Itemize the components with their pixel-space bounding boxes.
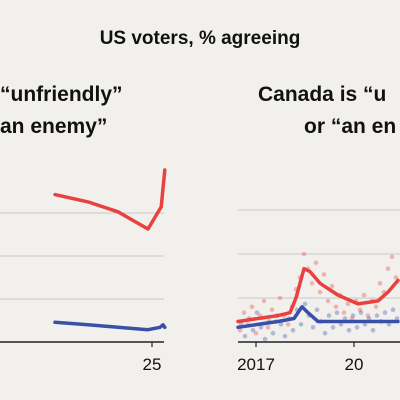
right-scatter-point-blue [254,310,260,315]
left-panel-title-line-1: “unfriendly” [0,83,123,106]
right-scatter-point-red [361,292,367,298]
right-scatter-point-blue [310,325,316,330]
left-panel: “unfriendly” an enemy” 25 [0,83,167,374]
right-scatter-point-red [309,281,315,286]
right-panel: Canada is “u or “an en 2017 20 [236,83,400,374]
right-scatter-point-blue [342,316,348,321]
right-scatter-point-red [301,251,307,257]
right-scatter-point-red [349,316,355,321]
right-scatter-point-red [329,283,335,289]
right-gridlines [238,209,400,343]
right-scatter-point-blue [270,330,276,336]
left-x-tick-25: 25 [143,355,162,374]
right-scatter-point-red [389,254,395,260]
right-scatter-point-blue [334,310,340,315]
right-scatter-point-blue [374,313,380,318]
right-scatter-point-red [269,307,275,313]
right-scatter-point-red [317,289,323,295]
right-scatter-point-red [313,260,319,266]
right-scatter-point-blue [298,322,304,327]
left-series-line-red [53,168,167,231]
right-scatter-point-blue [250,327,256,333]
right-scatter-point-blue [242,333,248,339]
right-scatter-point-blue [370,327,376,333]
right-scatter-point-red [385,266,391,271]
right-series-line-red [236,266,400,324]
left-series-line-blue [53,320,167,332]
right-scatter-point-red [261,298,267,304]
right-scatter-point-blue [390,307,396,313]
right-panel-title-line-2: or “an en [304,115,396,138]
right-series [236,266,400,330]
right-scatter-point-red [249,304,255,310]
right-scatter-point-red [345,301,351,307]
left-series [53,168,167,332]
left-gridlines [0,212,164,343]
right-scatter-point-red [237,327,243,333]
right-scatter-point-blue [290,327,296,333]
right-scatter-point-blue [262,336,268,342]
right-scatter-point-blue [394,316,400,321]
right-scatter-point-red [285,322,291,327]
right-scatter-point-blue [282,333,288,339]
right-x-tick-20: 20 [345,355,364,374]
right-scatter-point-red [377,281,383,286]
right-x-tick-2017: 2017 [237,355,275,374]
right-panel-title-line-1: Canada is “u [258,83,386,106]
right-scatter-point-red [277,295,283,301]
right-scatter-points [237,251,400,342]
right-scatter-point-red [365,313,371,318]
right-scatter-point-blue [326,313,332,318]
chart-title: US voters, % agreeing [100,28,301,49]
right-scatter-point-blue [278,322,284,327]
right-scatter-point-red [341,310,347,315]
right-scatter-point-blue [346,327,352,333]
right-scatter-point-red [241,310,247,315]
right-scatter-point-red [373,304,379,310]
right-scatter-point-red [265,325,271,330]
right-scatter-point-red [321,272,327,277]
right-scatter-point-blue [358,310,364,315]
right-scatter-point-blue [354,325,360,330]
right-series-line-blue [236,305,400,330]
right-scatter-point-red [357,307,363,313]
right-scatter-point-red [333,304,339,310]
right-scatter-point-blue [350,313,356,318]
right-scatter-point-red [325,298,331,304]
right-scatter-point-blue [382,310,388,315]
right-scatter-point-blue [366,316,372,321]
left-panel-title-line-2: an enemy” [0,115,107,138]
right-scatter-point-blue [258,325,264,330]
right-scatter-point-blue [302,301,308,307]
right-scatter-point-blue [314,307,320,313]
right-scatter-point-blue [330,325,336,330]
right-scatter-point-red [253,330,259,336]
right-scatter-point-blue [322,330,328,336]
right-scatter-point-red [393,275,399,280]
